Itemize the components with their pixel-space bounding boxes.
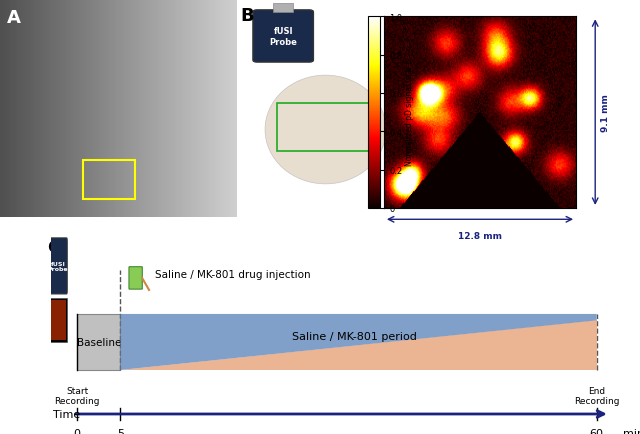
Text: Start
Recording: Start Recording [54,386,100,405]
Bar [77,314,120,370]
Text: End
Recording: End Recording [574,386,620,405]
Bar [49,298,67,342]
Polygon shape [120,321,596,370]
Text: 9.1 mm: 9.1 mm [601,94,610,132]
Bar [273,4,293,13]
Text: Time: Time [53,409,80,419]
Text: 5: 5 [117,427,124,434]
Bar [50,301,67,341]
Text: min: min [623,427,640,434]
Text: Saline / MK-801 period: Saline / MK-801 period [292,332,417,342]
Bar [83,161,135,200]
Polygon shape [120,314,596,370]
Text: 0: 0 [74,427,81,434]
Text: C: C [47,238,60,256]
Text: fUSI
Probe: fUSI Probe [269,27,297,46]
Text: B: B [241,7,255,24]
Ellipse shape [265,76,386,184]
Text: Saline / MK-801 drug injection: Saline / MK-801 drug injection [155,270,311,279]
Text: A: A [7,9,21,26]
Text: 60: 60 [589,427,604,434]
Text: Baseline: Baseline [77,337,121,347]
FancyBboxPatch shape [49,238,67,294]
Bar [277,104,374,152]
Text: 12.8 mm: 12.8 mm [458,231,502,240]
Text: fUSI
Probe: fUSI Probe [48,261,68,272]
FancyBboxPatch shape [129,267,142,289]
FancyBboxPatch shape [253,11,314,63]
Y-axis label: Normalized pD signal (a.u.): Normalized pD signal (a.u.) [405,60,414,165]
